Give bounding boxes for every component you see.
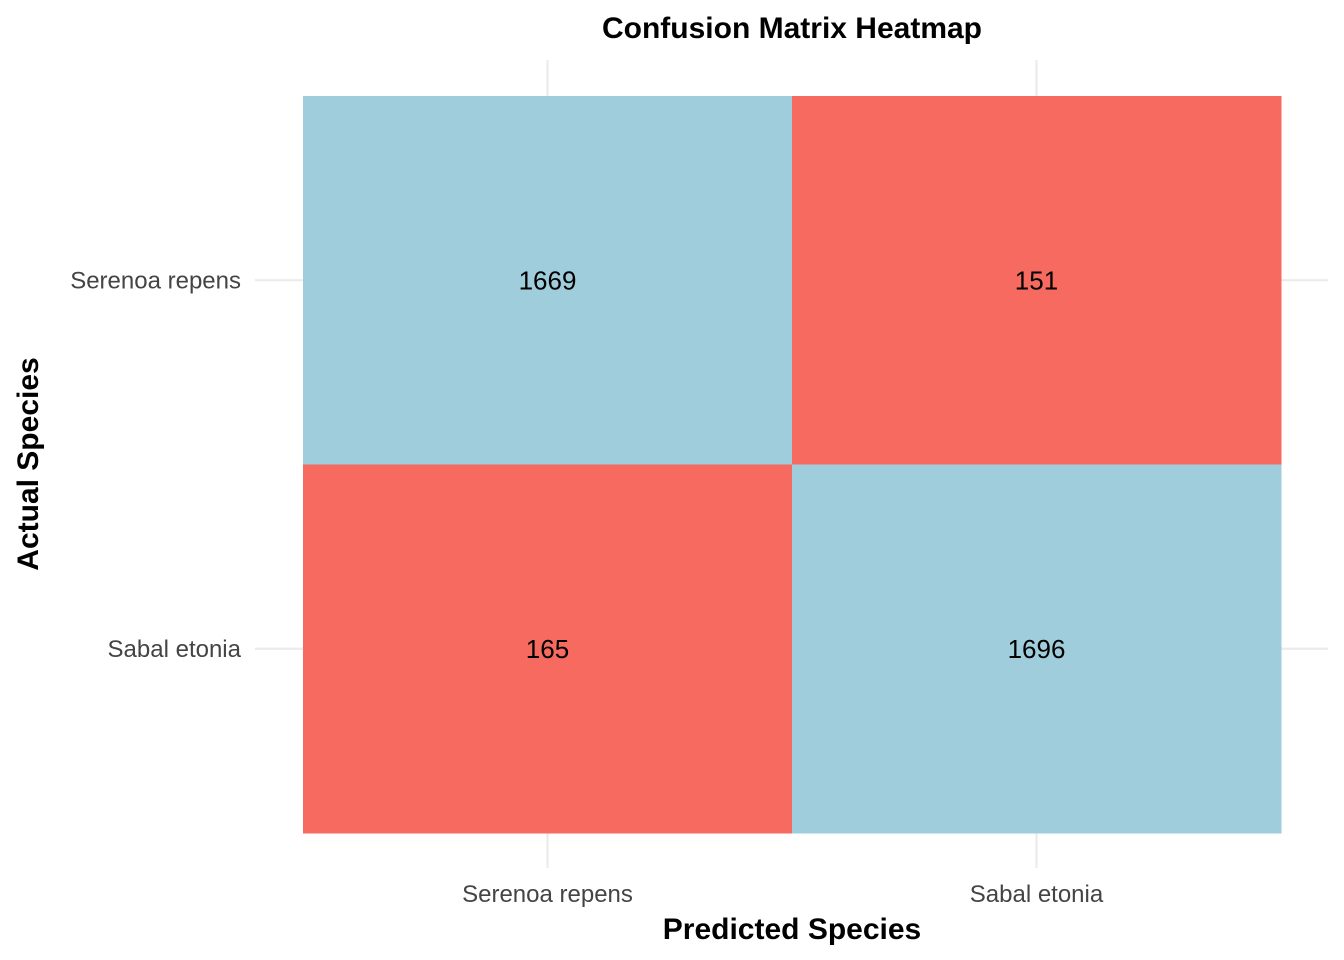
x-tick-label: Sabal etonia — [970, 881, 1104, 908]
heatmap-cells — [303, 96, 1282, 834]
y-tick-label: Serenoa repens — [70, 267, 241, 294]
heatmap-cell — [792, 464, 1282, 834]
heatmap-cell — [303, 464, 793, 834]
x-axis-tick-labels: Serenoa repens Sabal etonia — [462, 881, 1104, 908]
y-tick-label: Sabal etonia — [108, 636, 242, 663]
cell-value-label: 1696 — [1008, 634, 1066, 664]
chart-title: Confusion Matrix Heatmap — [602, 12, 982, 45]
cell-value-labels: 1669 151 165 1696 — [519, 265, 1066, 664]
heatmap-cell — [792, 96, 1282, 465]
heatmap-cell — [303, 96, 793, 465]
y-axis-tick-labels: Serenoa repens Sabal etonia — [70, 267, 241, 663]
cell-value-label: 165 — [526, 634, 569, 664]
cell-value-label: 1669 — [519, 265, 577, 295]
cell-value-label: 151 — [1015, 265, 1058, 295]
y-axis-title: Actual Species — [12, 357, 45, 570]
x-axis-title: Predicted Species — [663, 913, 921, 946]
x-tick-label: Serenoa repens — [462, 881, 633, 908]
